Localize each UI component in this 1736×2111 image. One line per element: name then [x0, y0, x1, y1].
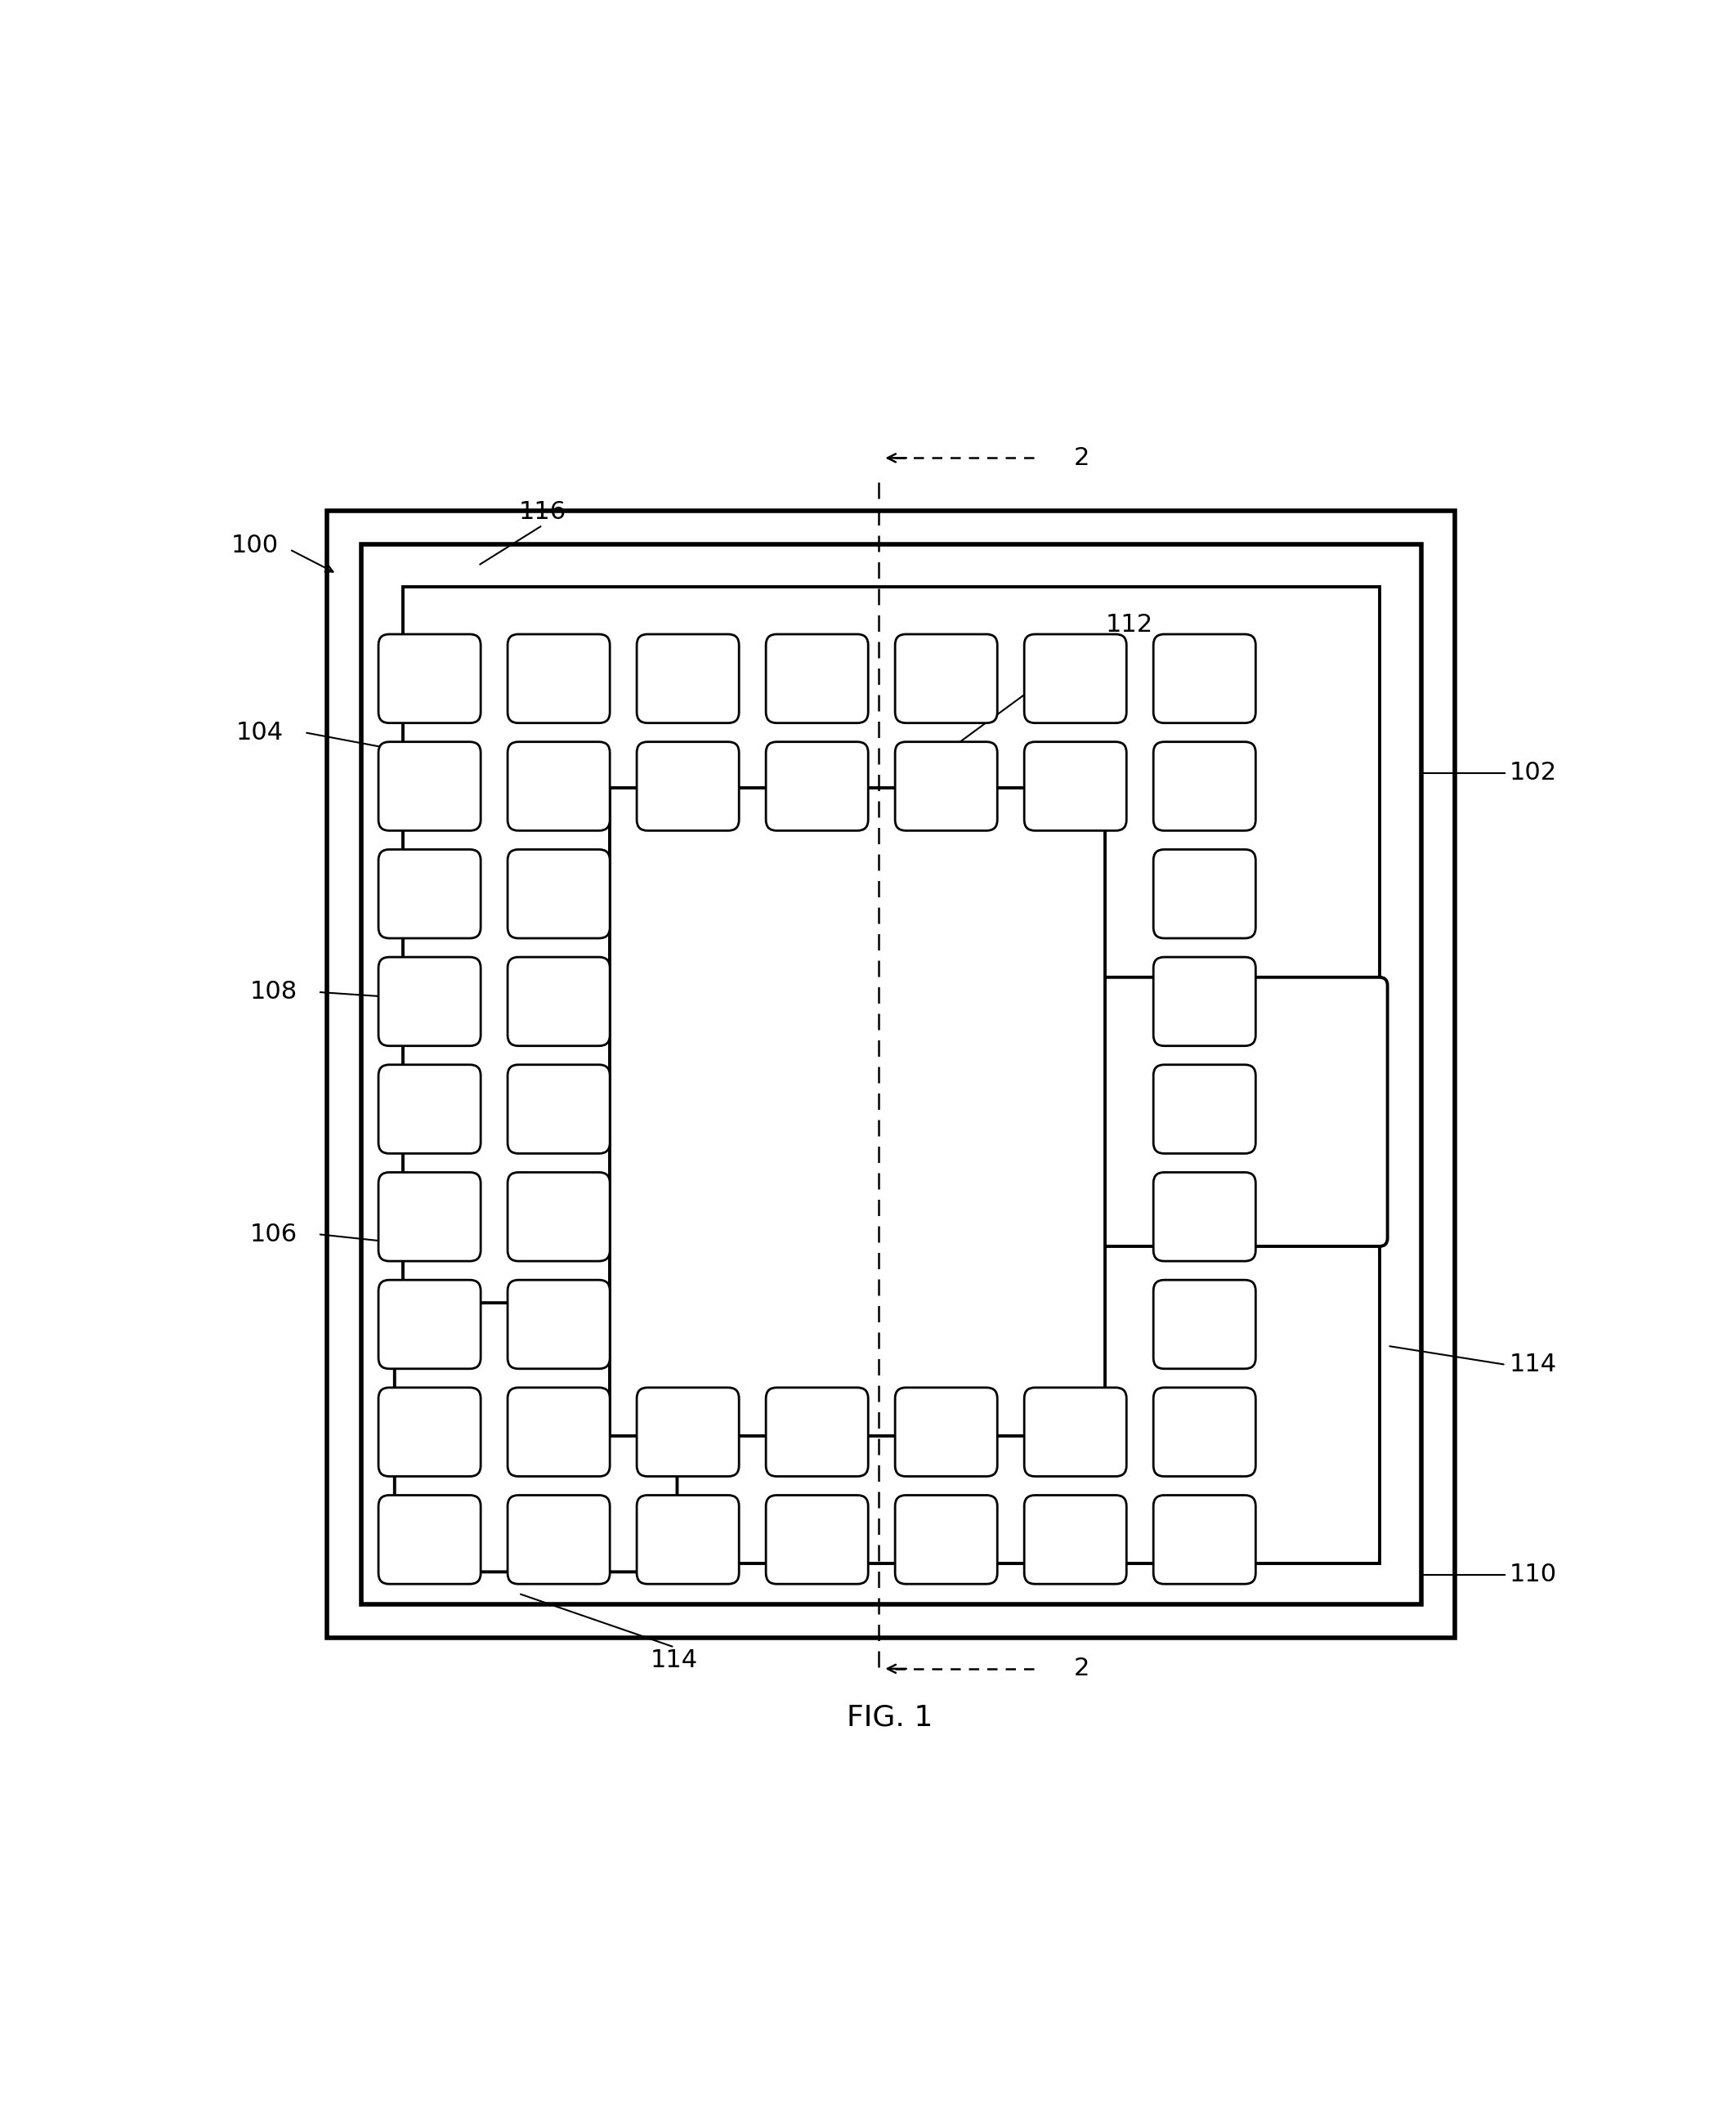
FancyBboxPatch shape [378, 1172, 481, 1260]
FancyBboxPatch shape [394, 1302, 677, 1573]
FancyBboxPatch shape [896, 741, 996, 830]
FancyBboxPatch shape [1024, 633, 1127, 722]
Text: 112: 112 [1106, 612, 1153, 638]
FancyBboxPatch shape [1153, 633, 1255, 722]
FancyBboxPatch shape [507, 1172, 609, 1260]
FancyBboxPatch shape [507, 1064, 609, 1153]
FancyBboxPatch shape [1153, 1172, 1255, 1260]
FancyBboxPatch shape [1153, 1279, 1255, 1368]
Bar [328, 511, 1455, 1638]
FancyBboxPatch shape [507, 741, 609, 830]
Text: 104: 104 [236, 720, 283, 745]
Text: 116: 116 [519, 500, 566, 524]
FancyBboxPatch shape [378, 1495, 481, 1583]
FancyBboxPatch shape [896, 1387, 996, 1476]
FancyBboxPatch shape [378, 849, 481, 937]
FancyBboxPatch shape [378, 956, 481, 1045]
FancyBboxPatch shape [1153, 1064, 1255, 1153]
FancyBboxPatch shape [637, 741, 740, 830]
FancyBboxPatch shape [1153, 849, 1255, 937]
FancyBboxPatch shape [766, 633, 868, 722]
FancyBboxPatch shape [896, 1495, 996, 1583]
Text: 2: 2 [1075, 1657, 1090, 1680]
FancyBboxPatch shape [378, 1064, 481, 1153]
FancyBboxPatch shape [1153, 956, 1255, 1045]
FancyBboxPatch shape [378, 1387, 481, 1476]
FancyBboxPatch shape [766, 741, 868, 830]
Text: 106: 106 [250, 1222, 297, 1245]
FancyBboxPatch shape [378, 741, 481, 830]
Text: FIG. 1: FIG. 1 [847, 1704, 932, 1731]
Bar [403, 587, 1380, 1564]
FancyBboxPatch shape [766, 1495, 868, 1583]
FancyBboxPatch shape [1024, 741, 1127, 830]
Text: 110: 110 [1509, 1562, 1557, 1587]
FancyBboxPatch shape [507, 849, 609, 937]
Bar [609, 787, 1104, 1435]
FancyBboxPatch shape [1153, 1495, 1255, 1583]
FancyBboxPatch shape [637, 633, 740, 722]
Text: 114: 114 [1509, 1353, 1557, 1376]
FancyBboxPatch shape [637, 1387, 740, 1476]
FancyBboxPatch shape [637, 1495, 740, 1583]
FancyBboxPatch shape [1024, 1495, 1127, 1583]
Text: 114: 114 [651, 1649, 698, 1672]
Text: 100: 100 [231, 534, 278, 557]
FancyBboxPatch shape [766, 1387, 868, 1476]
FancyBboxPatch shape [507, 1495, 609, 1583]
FancyBboxPatch shape [507, 633, 609, 722]
Bar [361, 545, 1422, 1604]
FancyBboxPatch shape [1153, 1387, 1255, 1476]
FancyBboxPatch shape [378, 633, 481, 722]
Text: 2: 2 [1075, 445, 1090, 471]
FancyBboxPatch shape [896, 633, 996, 722]
FancyBboxPatch shape [1024, 1387, 1127, 1476]
FancyBboxPatch shape [1153, 741, 1255, 830]
FancyBboxPatch shape [507, 956, 609, 1045]
FancyBboxPatch shape [507, 1279, 609, 1368]
FancyBboxPatch shape [1045, 977, 1387, 1245]
FancyBboxPatch shape [507, 1387, 609, 1476]
Text: 102: 102 [1509, 760, 1557, 785]
FancyBboxPatch shape [378, 1279, 481, 1368]
Text: 108: 108 [250, 980, 297, 1005]
